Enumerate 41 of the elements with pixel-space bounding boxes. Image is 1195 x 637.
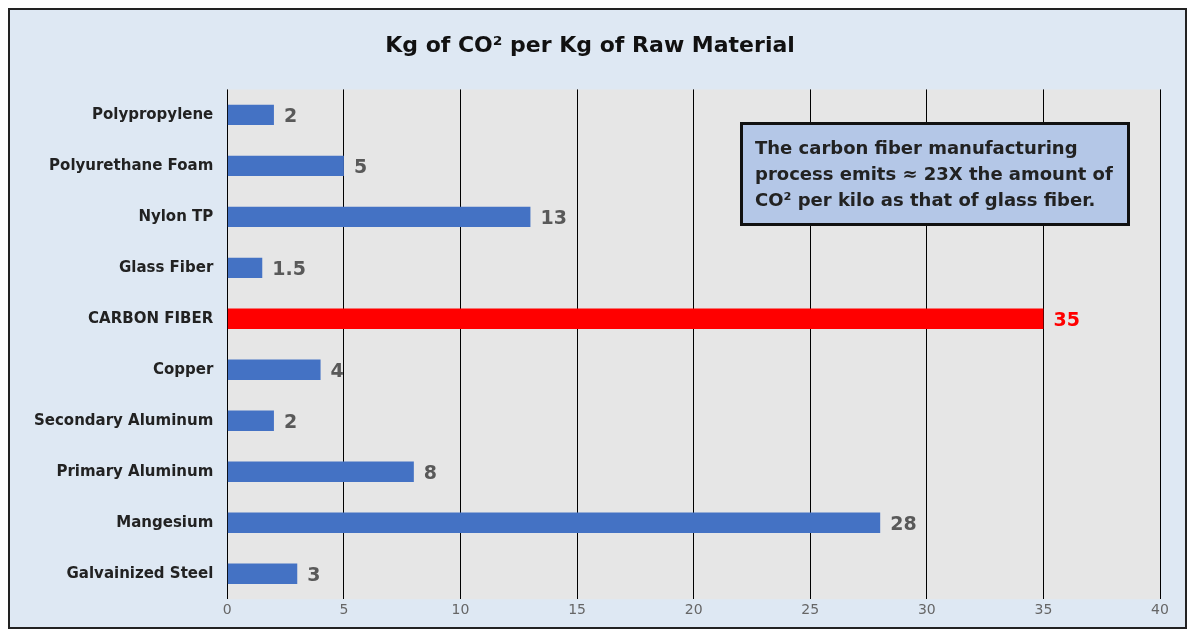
- data-label: 5: [353, 154, 368, 177]
- data-label: 35: [1053, 307, 1080, 330]
- bar: [227, 104, 274, 126]
- data-label: 3: [307, 562, 321, 585]
- y-tick-label: Primary Aluminum: [56, 461, 214, 480]
- x-tick-label: 20: [684, 601, 703, 618]
- x-tick-label: 15: [568, 601, 586, 618]
- x-tick-label: 40: [1151, 601, 1169, 618]
- bar: [227, 563, 298, 584]
- x-tick-label: 0: [222, 601, 232, 618]
- bar: [227, 257, 263, 279]
- y-tick-label: Secondary Aluminum: [34, 410, 214, 429]
- y-tick-label: Polypropylene: [91, 104, 214, 123]
- data-label: 2: [283, 103, 298, 126]
- bar: [227, 206, 531, 228]
- x-tick-label: 30: [917, 601, 936, 618]
- x-tick-label: 5: [339, 601, 349, 618]
- data-label: 1.5: [272, 256, 306, 279]
- x-tick-label: 35: [1034, 601, 1053, 618]
- bar: [227, 512, 881, 533]
- x-tick-label: 25: [801, 601, 820, 618]
- y-tick-label: Nylon TP: [138, 206, 214, 225]
- data-label: 28: [890, 511, 917, 534]
- bar: [227, 155, 344, 177]
- bar: [227, 461, 414, 482]
- y-tick-label: Mangesium: [116, 512, 214, 531]
- annotation: The carbon fiber manufacturing process emits ≈ 23X the amount of CO² per kilo as that of glass fiber.: [740, 122, 1130, 226]
- data-label: 4: [330, 358, 344, 381]
- x-tick-label: 10: [451, 601, 470, 618]
- data-label: 13: [540, 205, 567, 228]
- data-label: 2: [283, 409, 298, 432]
- bar: [227, 410, 274, 431]
- y-tick-label: Copper: [152, 359, 214, 378]
- bar: [227, 308, 1044, 330]
- data-label: 8: [423, 460, 438, 483]
- y-tick-label: Polyurethane Foam: [49, 155, 214, 174]
- y-tick-label: Glass Fiber: [118, 257, 214, 276]
- chart-title: Kg of CO² per Kg of Raw Material: [385, 31, 795, 57]
- y-tick-label: CARBON FIBER: [88, 308, 214, 327]
- bar: [227, 359, 321, 380]
- y-tick-label: Galvainized Steel: [66, 563, 214, 582]
